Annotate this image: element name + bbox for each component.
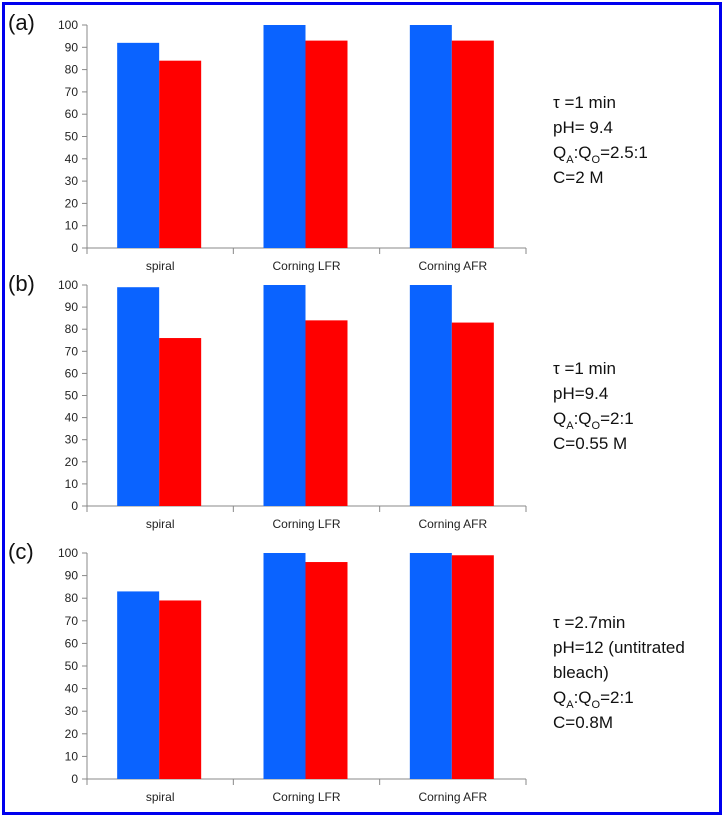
y-tick-label: 20 [65,727,79,741]
bar-series1-1 [263,553,306,779]
category-label: Corning AFR [418,790,487,804]
y-tick-label: 70 [65,614,79,628]
y-tick-label: 10 [65,219,79,233]
y-tick-label: 30 [65,433,79,447]
y-tick-label: 30 [65,174,79,188]
condition-text: C=0.55 M [553,434,627,453]
condition-text: C=2 M [553,168,604,187]
condition-text: τ =1 min [553,93,616,112]
y-tick-label: 80 [65,63,79,77]
y-tick-label: 0 [71,499,78,513]
bar-series2-1 [305,562,348,779]
y-tick-label: 100 [58,278,78,292]
category-label: Corning AFR [418,517,487,531]
category-label: Corning AFR [418,259,487,273]
condition-text: QA:QO=2.5:1 [553,143,648,166]
bar-series1-0 [117,42,160,249]
y-tick-label: 10 [65,477,79,491]
bar-series2-0 [159,600,202,779]
y-tick-label: 70 [65,344,79,358]
chart-panel-2: (b) 0 10 20 30 40 50 60 70 80 90 100 spiral Corning L… [8,271,634,531]
y-tick-label: 50 [65,130,79,144]
y-tick-label: 90 [65,40,79,54]
bar-series2-2 [451,322,494,506]
condition-text: bleach) [553,663,609,682]
y-tick-label: 10 [65,749,79,763]
condition-text: QA:QO=2:1 [553,409,634,432]
y-tick-label: 0 [71,772,78,786]
bar-series1-0 [117,287,160,506]
y-tick-label: 30 [65,704,79,718]
bar-series2-0 [159,60,202,249]
condition-text: pH=12 (untitrated [553,638,685,657]
bar-series2-2 [451,555,494,779]
y-tick-label: 90 [65,300,79,314]
y-tick-label: 80 [65,591,79,605]
category-label: Corning LFR [272,790,340,804]
y-tick-label: 0 [71,241,78,255]
y-tick-label: 70 [65,85,79,99]
y-tick-label: 60 [65,107,79,121]
category-label: spiral [146,259,175,273]
y-tick-label: 100 [58,18,78,32]
panel-label: (a) [8,10,35,35]
y-tick-label: 60 [65,636,79,650]
panel-label: (c) [8,539,34,564]
condition-text: pH=9.4 [553,384,608,403]
bar-series1-1 [263,285,306,506]
condition-text: QA:QO=2:1 [553,688,634,711]
y-tick-label: 20 [65,455,79,469]
category-label: spiral [146,517,175,531]
y-tick-label: 40 [65,152,79,166]
bar-series1-0 [117,591,160,779]
y-tick-label: 60 [65,366,79,380]
y-tick-label: 50 [65,659,79,673]
chart-panel-3: (c) 0 10 20 30 40 50 60 70 80 90 100 spiral Corning L… [8,539,685,804]
y-tick-label: 100 [58,546,78,560]
category-label: spiral [146,790,175,804]
bar-series2-1 [305,320,348,506]
y-tick-label: 50 [65,389,79,403]
y-tick-label: 40 [65,682,79,696]
bar-series1-2 [409,285,452,506]
bar-series2-0 [159,338,202,506]
category-label: Corning LFR [272,517,340,531]
y-tick-label: 90 [65,569,79,583]
y-tick-label: 20 [65,196,79,210]
condition-text: C=0.8M [553,713,613,732]
bar-series1-1 [263,25,306,248]
condition-text: pH= 9.4 [553,118,613,137]
bar-series1-2 [409,553,452,779]
chart-panel-1: (a) 0 10 20 30 40 50 60 70 80 90 100 spiral Corning L… [8,10,648,273]
bar-series2-1 [305,40,348,248]
condition-text: τ =2.7min [553,613,625,632]
y-tick-label: 40 [65,411,79,425]
panel-label: (b) [8,271,35,296]
category-label: Corning LFR [272,259,340,273]
bar-series2-2 [451,40,494,248]
y-tick-label: 80 [65,322,79,336]
condition-text: τ =1 min [553,359,616,378]
bar-series1-2 [409,25,452,248]
